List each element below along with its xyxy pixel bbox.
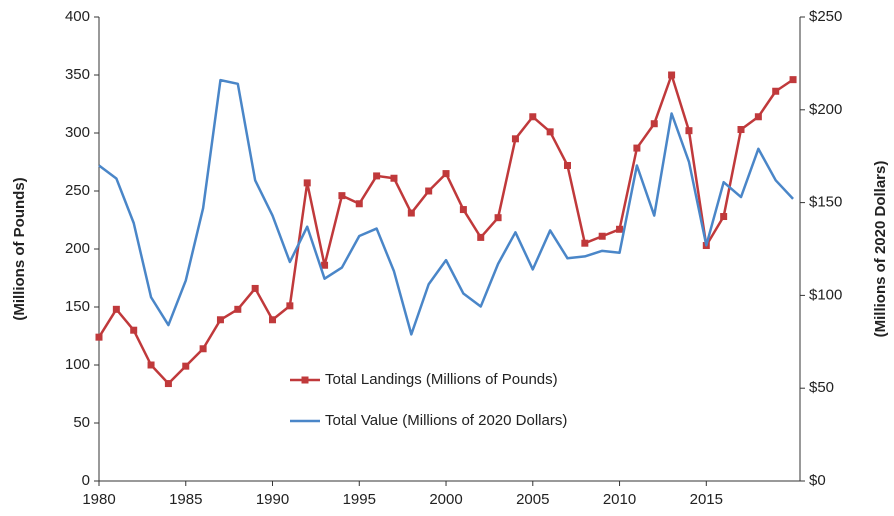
y-tick-label: 400 bbox=[65, 8, 90, 25]
y2-tick-label: $0 bbox=[809, 472, 826, 489]
point-marker bbox=[95, 333, 103, 341]
x-tick-label: 1985 bbox=[169, 491, 202, 508]
point-marker bbox=[373, 172, 381, 180]
point-marker bbox=[269, 316, 277, 324]
point-marker bbox=[303, 179, 311, 187]
x-tick-label: 2015 bbox=[690, 491, 723, 508]
x-tick-label: 1995 bbox=[343, 491, 376, 508]
y-tick-label: 250 bbox=[65, 182, 90, 199]
x-tick-label: 1980 bbox=[82, 491, 115, 508]
point-marker bbox=[494, 214, 502, 222]
point-marker bbox=[182, 362, 190, 370]
point-marker bbox=[321, 261, 329, 269]
point-marker bbox=[668, 71, 676, 79]
point-marker bbox=[251, 284, 259, 292]
point-marker bbox=[650, 120, 658, 128]
point-marker bbox=[164, 380, 172, 388]
point-marker bbox=[407, 209, 415, 217]
point-marker bbox=[338, 192, 346, 200]
point-marker bbox=[720, 213, 728, 221]
y-axis-label: (Millions of Pounds) bbox=[11, 177, 28, 320]
y-tick-label: 150 bbox=[65, 298, 90, 315]
point-marker bbox=[286, 302, 294, 310]
y-tick-label: 50 bbox=[73, 414, 90, 431]
point-marker bbox=[598, 232, 606, 240]
point-marker bbox=[390, 174, 398, 182]
point-marker bbox=[442, 170, 450, 178]
y2-tick-label: $50 bbox=[809, 379, 834, 396]
point-marker bbox=[685, 127, 693, 135]
point-marker bbox=[511, 135, 519, 143]
point-marker bbox=[355, 200, 363, 208]
x-tick-label: 2010 bbox=[603, 491, 636, 508]
y-tick-label: 350 bbox=[65, 66, 90, 83]
point-marker bbox=[789, 76, 797, 84]
point-marker bbox=[616, 225, 624, 233]
point-marker bbox=[633, 144, 641, 152]
point-marker bbox=[563, 161, 571, 169]
point-marker bbox=[459, 206, 467, 214]
y2-tick-label: $150 bbox=[809, 194, 842, 211]
point-marker bbox=[216, 316, 224, 324]
series-line bbox=[97, 73, 794, 385]
series-line bbox=[98, 78, 794, 336]
x-tick-label: 2000 bbox=[429, 491, 462, 508]
point-marker bbox=[147, 361, 155, 369]
point-marker bbox=[737, 126, 745, 134]
point-marker bbox=[425, 187, 433, 195]
x-tick-label: 2005 bbox=[516, 491, 549, 508]
y2-tick-label: $250 bbox=[809, 8, 842, 25]
point-marker bbox=[772, 87, 780, 95]
legend-label: Total Landings (Millions of Pounds) bbox=[325, 371, 558, 388]
point-marker bbox=[477, 233, 485, 241]
y-tick-label: 300 bbox=[65, 124, 90, 141]
point-marker bbox=[529, 113, 537, 121]
legend-label: Total Value (Millions of 2020 Dollars) bbox=[325, 412, 567, 429]
y2-axis-label: (Millions of 2020 Dollars) bbox=[872, 161, 889, 338]
y2-tick-label: $200 bbox=[809, 101, 842, 118]
point-marker bbox=[754, 113, 762, 121]
point-marker bbox=[234, 305, 242, 313]
y2-tick-label: $100 bbox=[809, 286, 842, 303]
legend-marker bbox=[301, 376, 309, 384]
y-tick-label: 0 bbox=[82, 472, 90, 489]
point-marker bbox=[112, 305, 120, 313]
y-tick-label: 100 bbox=[65, 356, 90, 373]
point-marker bbox=[130, 326, 138, 334]
point-marker bbox=[199, 345, 207, 353]
x-tick-label: 1990 bbox=[256, 491, 289, 508]
point-marker bbox=[581, 239, 589, 247]
point-marker bbox=[546, 128, 554, 136]
y-tick-label: 200 bbox=[65, 240, 90, 257]
